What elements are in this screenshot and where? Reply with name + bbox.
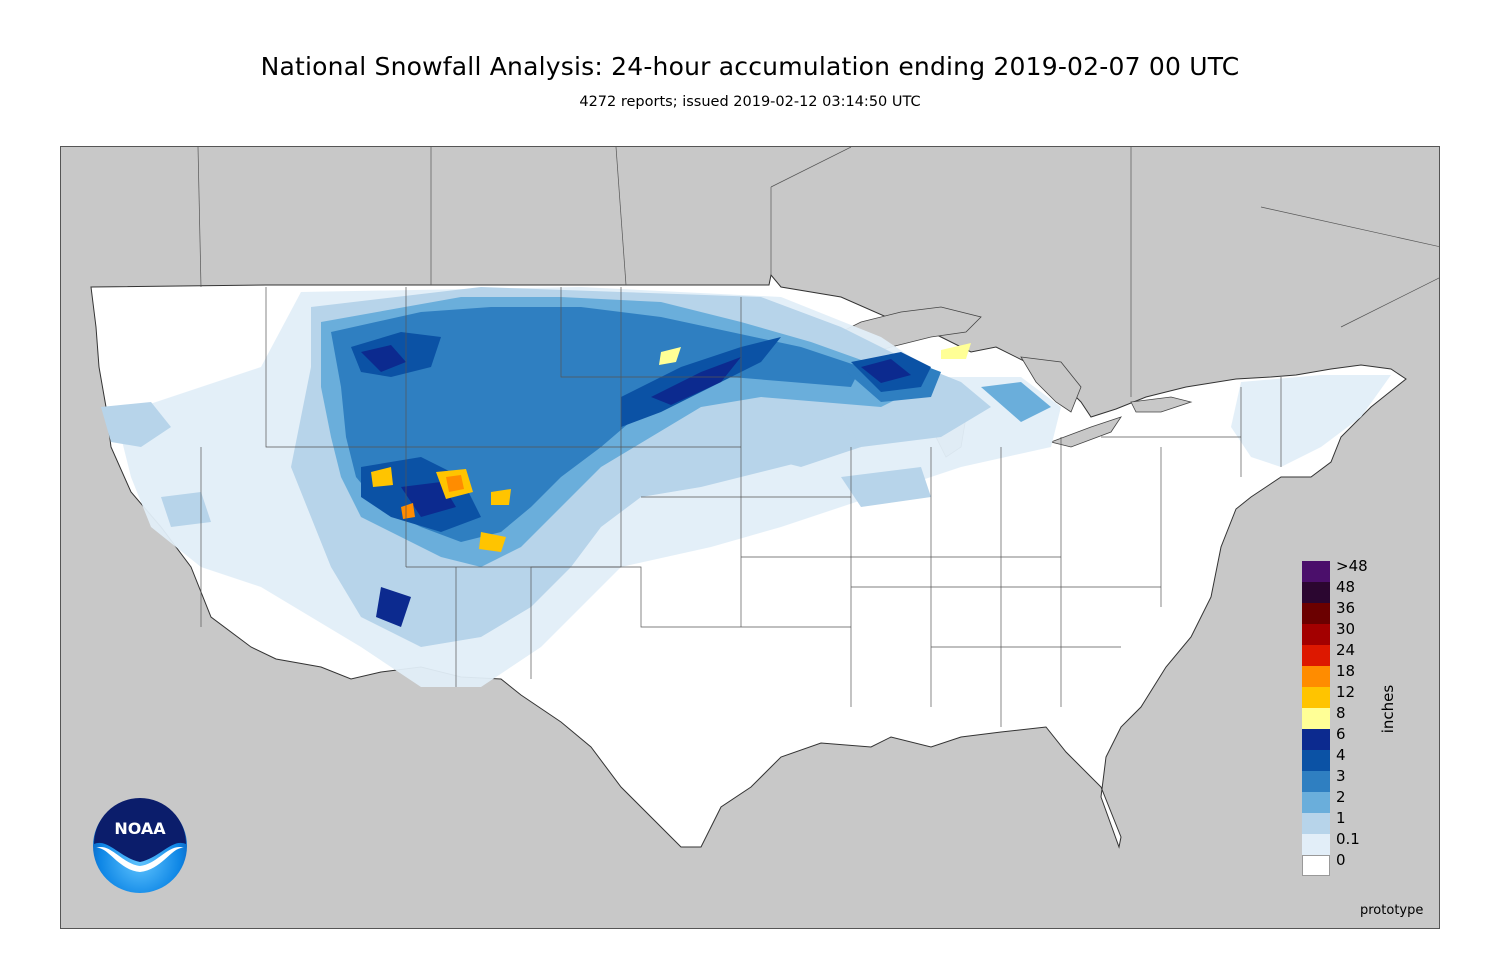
legend-label: 2 [1336,788,1346,806]
legend-label: 0.1 [1336,830,1360,848]
legend-label: 12 [1336,683,1356,701]
legend-label: 30 [1336,620,1356,638]
map-area[interactable] [60,146,1440,929]
svg-text:NOAA: NOAA [114,819,166,838]
legend-label: 48 [1336,578,1356,596]
legend-swatch [1302,687,1330,708]
legend-label: 3 [1336,767,1346,785]
map-title: National Snowfall Analysis: 24-hour accu… [260,52,1240,81]
legend-label: >48 [1336,557,1368,575]
legend-label: 18 [1336,662,1356,680]
legend-swatch [1302,708,1330,729]
legend-swatch [1302,603,1330,624]
legend-label: 36 [1336,599,1356,617]
lake-erie [1049,416,1122,448]
legend-swatch [1302,834,1330,855]
province-boundaries [197,147,1439,397]
legend-title: inches [1379,684,1397,734]
legend-swatch [1302,666,1330,687]
snowfall-map [61,147,1439,928]
snow-18 [401,475,464,519]
legend-label: 6 [1336,725,1346,743]
legend-swatch [1302,792,1330,813]
legend-label: 1 [1336,809,1346,827]
prototype-label: prototype [1360,903,1424,918]
lake-huron [1020,356,1082,413]
snow-6 [361,345,911,627]
legend-swatch [1302,771,1330,792]
legend-swatch [1302,624,1330,645]
legend-swatch [1302,813,1330,834]
legend-label: 24 [1336,641,1356,659]
legend-label: 0 [1336,851,1346,869]
snow-12 [371,467,511,552]
legend-swatch [1302,729,1330,750]
legend-swatch [1302,750,1330,771]
lake-ontario [1130,396,1193,413]
legend-label: 4 [1336,746,1346,764]
noaa-logo: NOAA [93,798,187,893]
snow-8 [659,343,971,365]
legend-swatch [1302,645,1330,666]
state-boundaries [200,287,1282,727]
legend-label: 8 [1336,704,1346,722]
legend-swatch [1302,855,1330,876]
legend-swatch [1302,582,1330,603]
legend-swatch [1302,561,1330,582]
map-subtitle: 4272 reports; issued 2019-02-12 03:14:50… [579,94,921,110]
